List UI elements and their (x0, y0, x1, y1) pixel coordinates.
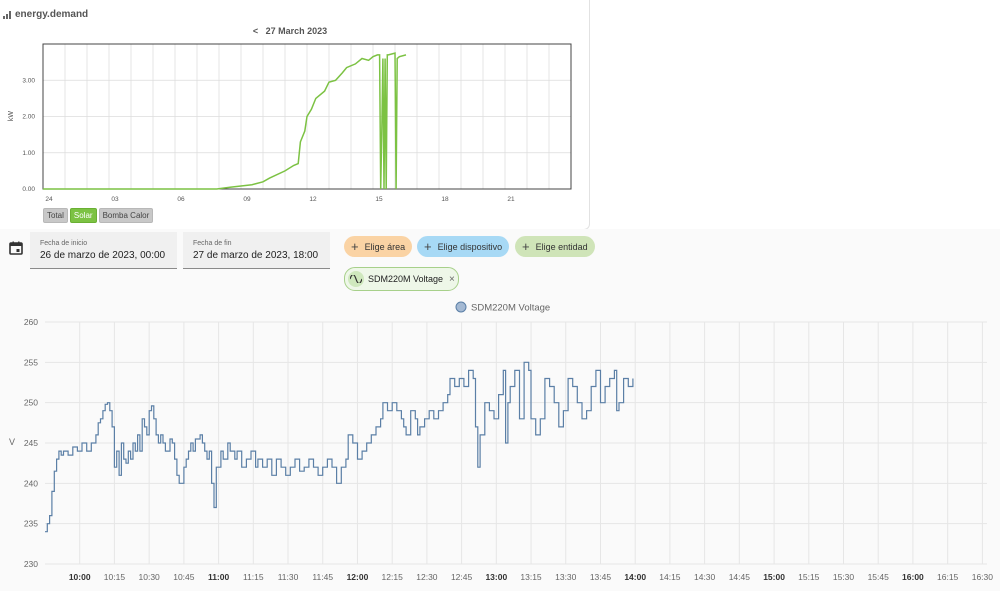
date-navigator: < 27 March 2023 (240, 26, 340, 36)
x-tick-label: 14:00 (624, 572, 646, 582)
energy-card: energy.demand < 27 March 2023 0.00 1.00 2.… (0, 0, 590, 230)
x-tick-label: 10:45 (173, 572, 195, 582)
y-tick-label: 250 (24, 398, 38, 408)
remove-entity-button[interactable]: × (449, 273, 455, 285)
x-tick-label: 18 (441, 196, 449, 203)
x-tick-label: 10:30 (139, 572, 161, 582)
selected-entity-chip: SDM220M Voltage × (344, 267, 459, 291)
legend-label: SDM220M Voltage (471, 303, 550, 314)
x-tick-label: 11:30 (278, 572, 299, 582)
x-tick-label: 13:15 (520, 572, 542, 582)
y-tick-label: 240 (24, 478, 38, 488)
end-date-label: Fecha de fin (193, 240, 232, 247)
x-tick-label: 15:30 (833, 572, 855, 582)
x-tick-label: 15:00 (763, 572, 785, 582)
x-tick-label: 11:45 (312, 572, 333, 582)
x-tick-label: 16:15 (937, 572, 959, 582)
energy-card-title: energy.demand (3, 9, 88, 20)
y-tick-label: 0.00 (22, 186, 35, 193)
calendar-icon[interactable] (9, 241, 23, 255)
start-date-value: 26 de marzo de 2023, 00:00 (40, 250, 166, 261)
x-tick-label: 13:00 (485, 572, 507, 582)
end-date-value: 27 de marzo de 2023, 18:00 (193, 250, 319, 261)
previous-day-button[interactable]: < (252, 26, 259, 36)
bar-chart-icon (3, 10, 11, 19)
y-tick-label: 1.00 (22, 150, 35, 157)
energy-chart: 0.00 1.00 2.00 3.00 24 03 06 09 12 15 18 21 kW (8, 43, 572, 203)
y-axis-label: kW (8, 111, 15, 122)
y-tick-label: 245 (24, 438, 38, 448)
x-tick-label: 14:15 (659, 572, 681, 582)
choose-entity-label: Elige entidad (535, 241, 588, 252)
x-tick-label: 10:00 (69, 572, 91, 582)
choose-device-button[interactable]: + Elige dispositivo (417, 236, 509, 257)
date-label: 27 March 2023 (265, 26, 328, 36)
x-tick-label: 13:45 (590, 572, 612, 582)
x-tick-label: 09 (243, 196, 251, 203)
x-tick-label: 15 (375, 196, 383, 203)
x-tick-label: 12:00 (347, 572, 369, 582)
x-tick-label: 12:30 (416, 572, 438, 582)
choose-area-button[interactable]: + Elige área (344, 236, 412, 257)
x-tick-label: 12:45 (451, 572, 473, 582)
y-tick-label: 2.00 (22, 114, 35, 121)
y-tick-label: 235 (24, 519, 38, 529)
x-tick-label: 11:00 (208, 572, 230, 582)
y-tick-label: 230 (24, 559, 38, 569)
choose-area-label: Elige área (364, 241, 406, 252)
y-tick-label: 255 (24, 357, 38, 367)
plus-icon: + (351, 239, 359, 254)
x-tick-label: 10:15 (104, 572, 126, 582)
plus-icon: + (522, 239, 530, 254)
legend-total-button[interactable]: Total (43, 208, 68, 223)
energy-legend: Total Solar Bomba Calor (43, 208, 154, 223)
y-tick-label: 260 (24, 317, 38, 327)
selected-entity-label: SDM220M Voltage (368, 274, 444, 284)
start-date-label: Fecha de inicio (40, 240, 88, 247)
legend-marker (455, 301, 467, 313)
sine-wave-icon (348, 271, 364, 287)
voltage-chart: SDM220M Voltage 230 235 240 245 250 255 260 10:0… (9, 301, 994, 582)
x-tick-label: 16:30 (972, 572, 994, 582)
x-tick-label: 14:45 (729, 572, 751, 582)
legend-heatpump-button[interactable]: Bomba Calor (98, 208, 154, 223)
x-tick-label: 12:15 (382, 572, 404, 582)
x-tick-label: 16:00 (902, 572, 924, 582)
x-tick-label: 13:30 (555, 572, 577, 582)
card-title-text: energy.demand (15, 9, 89, 20)
voltage-series-line (45, 361, 634, 533)
x-tick-label: 24 (45, 196, 53, 203)
x-tick-label: 15:45 (868, 572, 890, 582)
x-tick-label: 15:15 (798, 572, 820, 582)
solar-series-line (43, 52, 407, 190)
plot-border (42, 43, 572, 190)
x-tick-label: 03 (111, 196, 119, 203)
legend-solar-button[interactable]: Solar (69, 208, 97, 223)
start-date-field[interactable]: Fecha de inicio 26 de marzo de 2023, 00:… (30, 232, 177, 269)
x-tick-label: 06 (177, 196, 185, 203)
x-tick-label: 21 (507, 196, 515, 203)
x-tick-label: 14:30 (694, 572, 716, 582)
end-date-field[interactable]: Fecha de fin 27 de marzo de 2023, 18:00 (183, 232, 330, 269)
y-tick-label: 3.00 (22, 77, 35, 84)
y-axis-label: V (9, 437, 15, 447)
plus-icon: + (424, 239, 432, 254)
choose-entity-button[interactable]: + Elige entidad (515, 236, 595, 257)
x-tick-label: 11:15 (243, 572, 264, 582)
x-tick-label: 12 (309, 196, 317, 203)
choose-device-label: Elige dispositivo (437, 241, 503, 252)
history-panel (0, 229, 1000, 591)
